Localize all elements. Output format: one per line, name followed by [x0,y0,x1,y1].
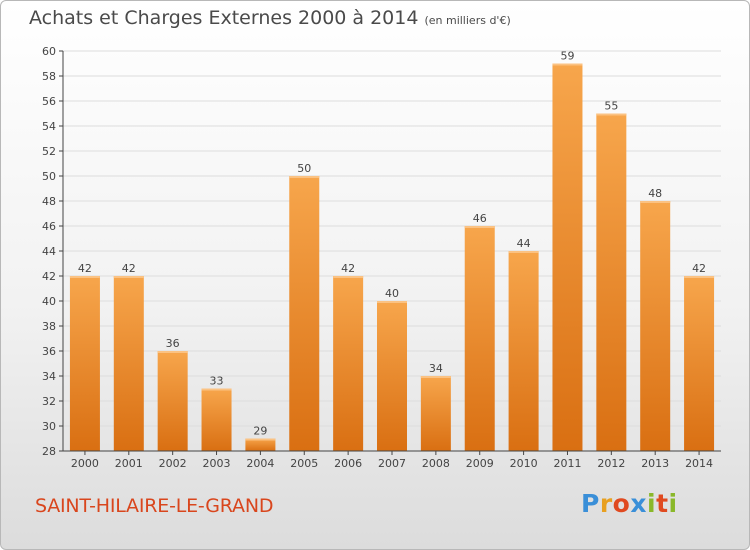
bar-value-label: 29 [253,425,267,438]
y-tick-label: 42 [42,270,56,283]
x-tick-label: 2014 [685,457,713,470]
bar-highlight [289,176,320,178]
bar-value-label: 59 [560,50,574,63]
logo-letter: i [668,489,678,518]
bar-highlight [552,63,583,66]
x-tick-label: 2012 [597,457,625,470]
bar [289,176,320,451]
x-tick-label: 2013 [641,457,669,470]
commune-name: SAINT-HILAIRE-LE-GRAND [35,495,274,517]
x-tick-label: 2000 [71,457,99,470]
logo-letter: o [612,489,631,518]
bar-value-label: 42 [692,262,706,275]
proxiti-logo: Proxiti [581,489,678,518]
bar-value-label: 33 [210,375,224,388]
logo-letter: i [647,489,657,518]
bar-highlight [640,201,671,203]
title-text: Achats et Charges Externes 2000 à 2014 [29,7,419,29]
logo-letter: r [599,489,613,518]
x-tick-label: 2007 [378,457,406,470]
bar-highlight [157,351,188,353]
bar-value-label: 42 [341,262,355,275]
bar [113,276,144,451]
bar-highlight [69,276,100,278]
y-tick-label: 54 [42,120,56,133]
x-tick-label: 2009 [466,457,494,470]
bar-value-label: 48 [648,187,662,200]
y-tick-label: 50 [42,170,56,183]
bar-highlight [245,438,276,441]
bar-value-label: 50 [297,162,311,175]
chart-title: Achats et Charges Externes 2000 à 2014 (e… [29,7,511,29]
bar [552,63,583,451]
bar [333,276,364,451]
bar [464,226,495,451]
bar-value-label: 42 [78,262,92,275]
y-tick-label: 46 [42,220,56,233]
bar-highlight [113,276,144,278]
logo-letter: x [630,489,647,518]
y-tick-label: 60 [42,45,56,58]
bar-value-label: 46 [473,212,487,225]
y-tick-label: 58 [42,70,56,83]
bar-highlight [420,376,451,378]
x-tick-label: 2003 [203,457,231,470]
x-tick-label: 2004 [246,457,274,470]
bar-value-label: 36 [166,337,180,350]
bar-highlight [201,388,232,391]
bar-value-label: 55 [604,100,618,113]
bar [508,251,539,451]
y-tick-label: 56 [42,95,56,108]
bar [245,438,276,451]
logo-letter: t [656,489,669,518]
y-tick-label: 44 [42,245,56,258]
y-tick-label: 38 [42,320,56,333]
y-tick-label: 28 [42,445,56,458]
y-tick-label: 52 [42,145,56,158]
bar-value-label: 34 [429,362,443,375]
y-tick-label: 32 [42,395,56,408]
y-tick-label: 48 [42,195,56,208]
bar [420,376,451,451]
x-tick-label: 2005 [290,457,318,470]
logo-letter: P [581,489,600,518]
bar-highlight [333,276,364,278]
x-tick-label: 2001 [115,457,143,470]
bar-value-label: 44 [517,237,531,250]
x-tick-label: 2011 [553,457,581,470]
x-tick-label: 2008 [422,457,450,470]
bar [596,113,627,451]
y-tick-label: 34 [42,370,56,383]
y-tick-label: 36 [42,345,56,358]
x-tick-label: 2002 [159,457,187,470]
bar-highlight [684,276,715,278]
x-tick-label: 2010 [510,457,538,470]
bar-value-label: 40 [385,287,399,300]
bar-highlight [596,113,627,116]
unit-text: (en milliers d'€) [424,14,511,27]
bar-highlight [377,301,407,303]
y-tick-label: 30 [42,420,56,433]
bar [684,276,715,451]
bar [377,301,407,451]
bar [640,201,671,451]
bar [157,351,188,451]
bar [69,276,100,451]
bar-highlight [464,226,495,228]
y-tick-label: 40 [42,295,56,308]
bar-value-label: 42 [122,262,136,275]
x-tick-label: 2006 [334,457,362,470]
bar [201,388,232,451]
bar-highlight [508,251,539,253]
